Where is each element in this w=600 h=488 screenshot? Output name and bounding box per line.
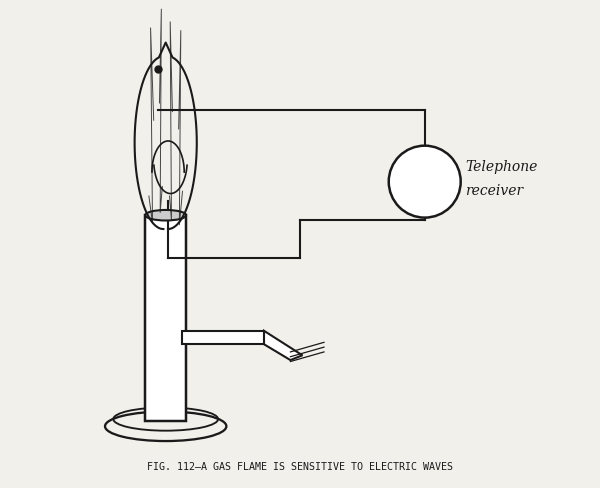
Ellipse shape bbox=[145, 210, 186, 221]
Text: Telephone: Telephone bbox=[466, 160, 538, 174]
Circle shape bbox=[389, 146, 461, 218]
Bar bbox=[182, 331, 264, 344]
Text: receiver: receiver bbox=[466, 184, 524, 198]
Polygon shape bbox=[264, 331, 302, 360]
Bar bbox=[145, 215, 186, 422]
Text: FIG. 112—A GAS FLAME IS SENSITIVE TO ELECTRIC WAVES: FIG. 112—A GAS FLAME IS SENSITIVE TO ELE… bbox=[147, 462, 453, 472]
Ellipse shape bbox=[105, 411, 226, 441]
